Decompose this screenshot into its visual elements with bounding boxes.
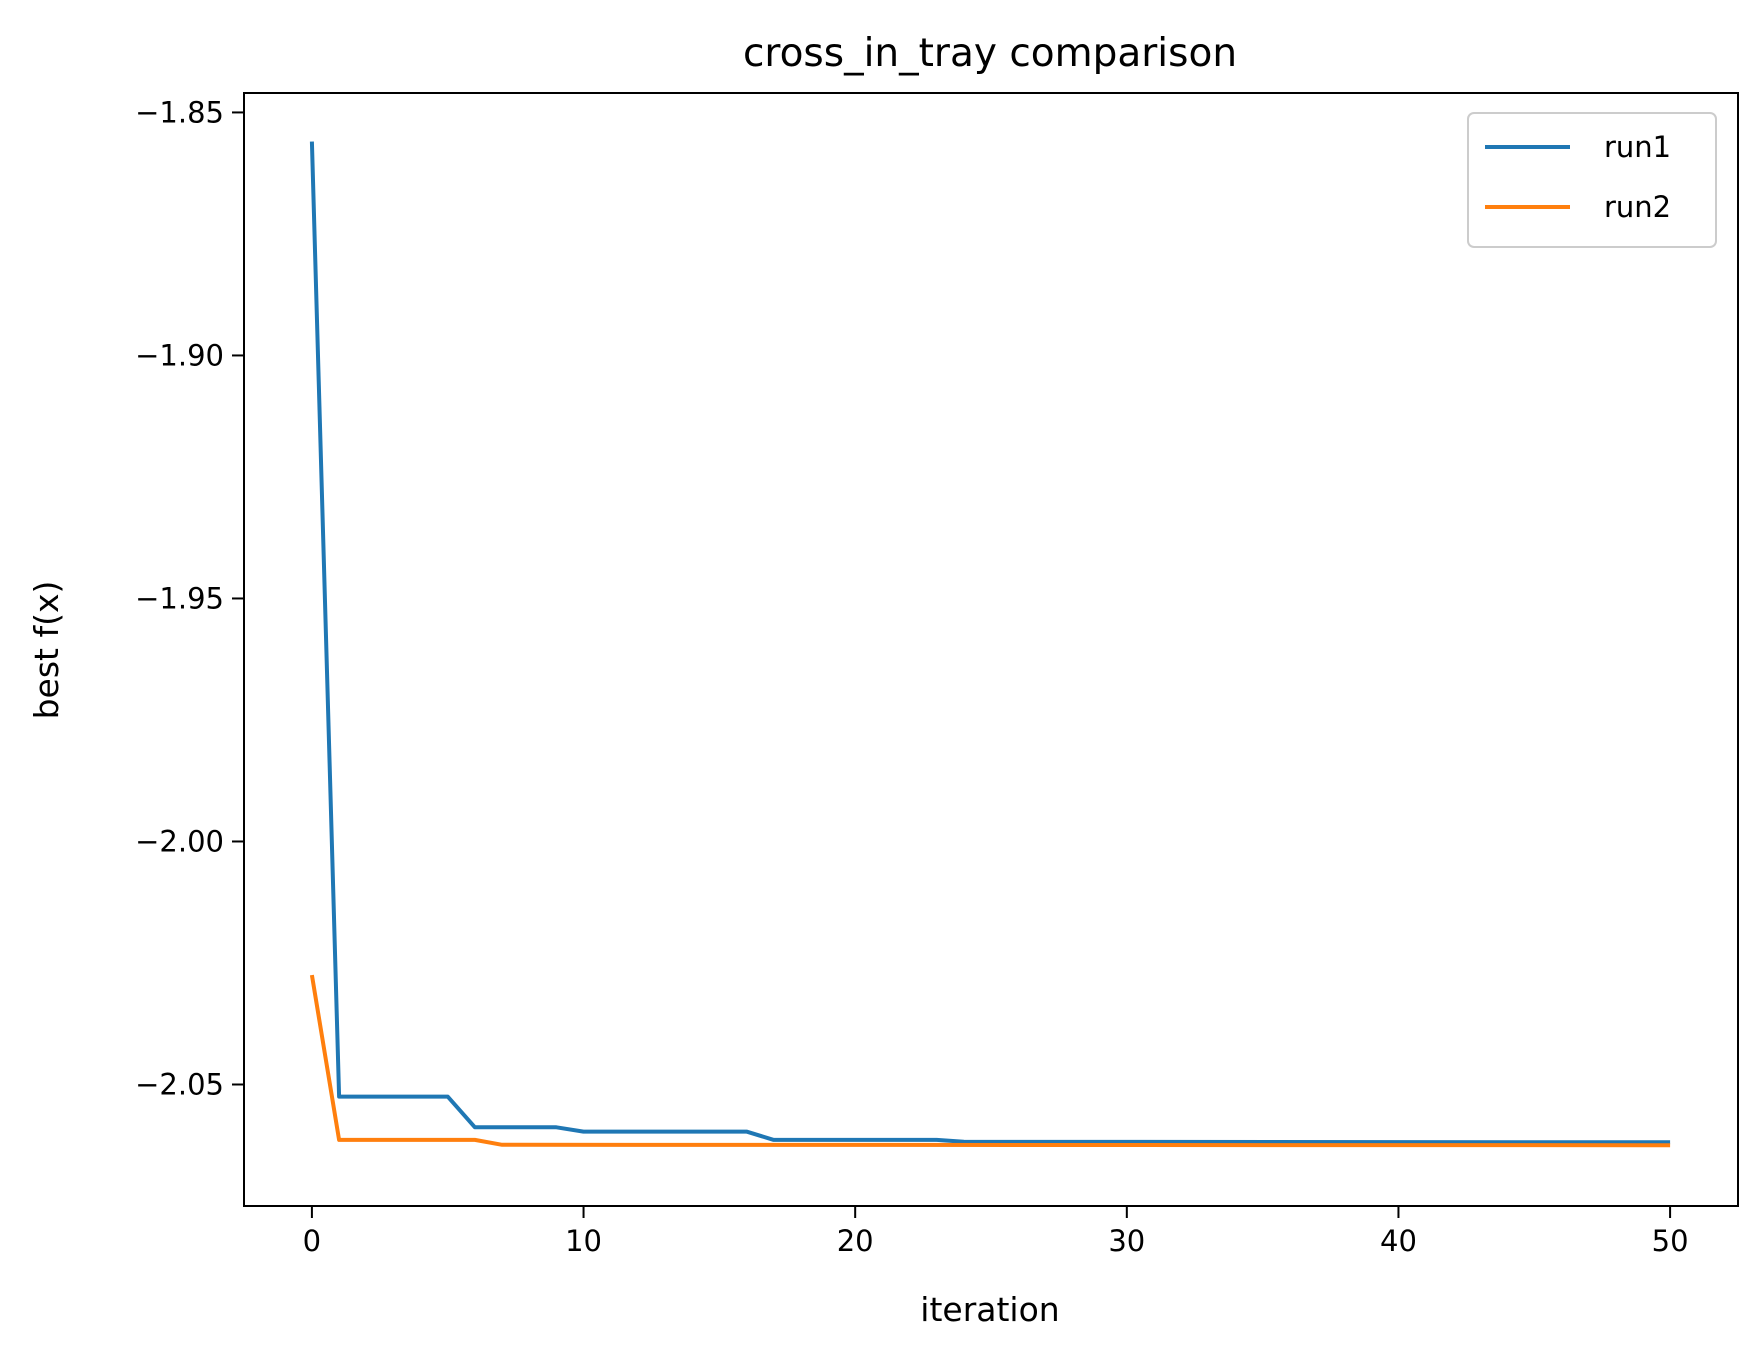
x-tick-label: 40 xyxy=(1380,1224,1417,1258)
legend-box xyxy=(1467,112,1717,248)
series-line-run1 xyxy=(309,141,1671,1145)
y-axis-label: best f(x) xyxy=(27,581,66,720)
legend-label-run2: run2 xyxy=(1604,190,1671,224)
x-tick-label: 10 xyxy=(565,1224,602,1258)
y-tick-label: −2.00 xyxy=(135,824,224,858)
y-tick-label: −1.95 xyxy=(135,581,224,615)
x-tick-label: 50 xyxy=(1652,1224,1689,1258)
x-tick-label: 20 xyxy=(837,1224,874,1258)
x-axis-ticks: 0 10 20 30 40 50 xyxy=(303,1206,1689,1258)
x-axis-label: iteration xyxy=(920,1290,1059,1329)
y-tick-label: −2.05 xyxy=(135,1067,224,1101)
y-tick-label: −1.90 xyxy=(135,338,224,372)
y-axis-ticks: −1.85 −1.90 −1.95 −2.00 −2.05 xyxy=(135,95,244,1101)
y-tick-label: −1.85 xyxy=(135,95,224,129)
x-tick-label: 0 xyxy=(303,1224,321,1258)
series-line-run2 xyxy=(309,974,1671,1148)
x-tick-label: 30 xyxy=(1108,1224,1145,1258)
series-layer xyxy=(309,141,1671,1148)
legend-label-run1: run1 xyxy=(1604,130,1671,164)
plot-frame xyxy=(243,92,1739,1207)
legend: run1 run2 xyxy=(1467,112,1717,248)
chart-title: cross_in_tray comparison xyxy=(743,31,1237,76)
